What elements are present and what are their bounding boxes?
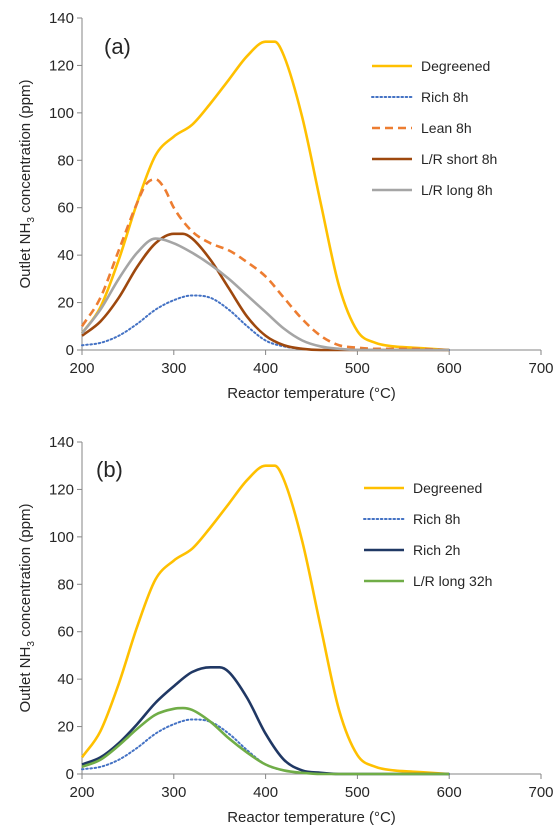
y-tick-label: 20 bbox=[57, 295, 74, 312]
series-lines bbox=[80, 40, 451, 352]
y-tick-label: 60 bbox=[57, 624, 74, 641]
panel-label: (a) bbox=[104, 34, 131, 59]
x-tick-label: 200 bbox=[69, 360, 94, 377]
x-tick-label: 700 bbox=[528, 360, 553, 377]
y-tick-label: 80 bbox=[57, 152, 74, 169]
axes: 0 20 40 60 80 100 120 140 200 300 400 500 600 700 Reac… bbox=[17, 10, 554, 402]
x-tick-label: 200 bbox=[69, 784, 94, 801]
y-tick-label: 60 bbox=[57, 200, 74, 217]
legend: Degreened Rich 8h Lean 8h L/R short 8h L/R l… bbox=[371, 58, 497, 198]
series-lines bbox=[80, 464, 451, 776]
x-tick-label: 600 bbox=[437, 360, 462, 377]
y-tick-label: 0 bbox=[66, 766, 74, 783]
y-axis-label-prefix: Outlet NH bbox=[17, 647, 34, 713]
y-axis-label-suffix: concentration (ppm) bbox=[17, 80, 34, 218]
series-line-degreened bbox=[80, 464, 450, 776]
x-tick-label: 700 bbox=[528, 784, 553, 801]
y-axis-label: Outlet NH3 concentration (ppm) bbox=[17, 504, 37, 713]
legend-label: L/R long 32h bbox=[413, 573, 492, 589]
series-line-degreened bbox=[80, 40, 450, 352]
y-tick-label: 40 bbox=[57, 671, 74, 688]
y-tick-label: 100 bbox=[49, 105, 74, 122]
panel-label: (b) bbox=[96, 457, 123, 482]
legend-label: L/R long 8h bbox=[421, 182, 493, 198]
x-tick-label: 400 bbox=[253, 784, 278, 801]
series-line-l-r-long-8h bbox=[80, 237, 450, 352]
series-line-l-r-long-32h bbox=[81, 706, 450, 776]
series-line-rich-8h bbox=[81, 294, 451, 352]
y-tick-label: 140 bbox=[49, 10, 74, 27]
legend-label: Lean 8h bbox=[421, 120, 472, 136]
y-axis-label: Outlet NH3 concentration (ppm) bbox=[17, 80, 37, 289]
y-axis-label-subscript: 3 bbox=[26, 641, 37, 647]
legend-label: Rich 8h bbox=[413, 511, 460, 527]
y-tick-label: 140 bbox=[49, 434, 74, 451]
axes: 0 20 40 60 80 100 120 140 200 300 400 500 600 700 Reac… bbox=[17, 434, 554, 826]
y-tick-label: 0 bbox=[66, 342, 74, 359]
y-tick-label: 20 bbox=[57, 719, 74, 736]
legend-label: L/R short 8h bbox=[421, 151, 497, 167]
y-axis-label-suffix: concentration (ppm) bbox=[17, 504, 34, 642]
x-tick-label: 400 bbox=[253, 360, 278, 377]
x-tick-label: 500 bbox=[345, 784, 370, 801]
legend-label: Rich 8h bbox=[421, 89, 468, 105]
x-tick-label: 300 bbox=[161, 360, 186, 377]
x-tick-label: 300 bbox=[161, 784, 186, 801]
y-axis-label-subscript: 3 bbox=[26, 217, 37, 223]
x-tick-label: 600 bbox=[437, 784, 462, 801]
legend-label: Degreened bbox=[421, 58, 490, 74]
chart-panel-a: 0 20 40 60 80 100 120 140 200 300 400 500 600 700 Reac… bbox=[17, 10, 554, 402]
legend-label: Degreened bbox=[413, 480, 482, 496]
y-tick-label: 40 bbox=[57, 247, 74, 264]
y-axis-label-prefix: Outlet NH bbox=[17, 223, 34, 289]
x-tick-label: 500 bbox=[345, 360, 370, 377]
legend: Degreened Rich 8h Rich 2h L/R long 32h bbox=[363, 480, 492, 589]
y-tick-label: 80 bbox=[57, 576, 74, 593]
series-line-rich-2h bbox=[81, 665, 450, 776]
x-axis-label: Reactor temperature (°C) bbox=[227, 809, 396, 826]
series-line-l-r-short-8h bbox=[81, 232, 450, 352]
chart-panel-b: 0 20 40 60 80 100 120 140 200 300 400 500 600 700 Reac… bbox=[17, 434, 554, 826]
y-tick-label: 100 bbox=[49, 529, 74, 546]
y-tick-label: 120 bbox=[49, 481, 74, 498]
legend-label: Rich 2h bbox=[413, 542, 460, 558]
y-tick-label: 120 bbox=[49, 57, 74, 74]
x-axis-label: Reactor temperature (°C) bbox=[227, 385, 396, 402]
